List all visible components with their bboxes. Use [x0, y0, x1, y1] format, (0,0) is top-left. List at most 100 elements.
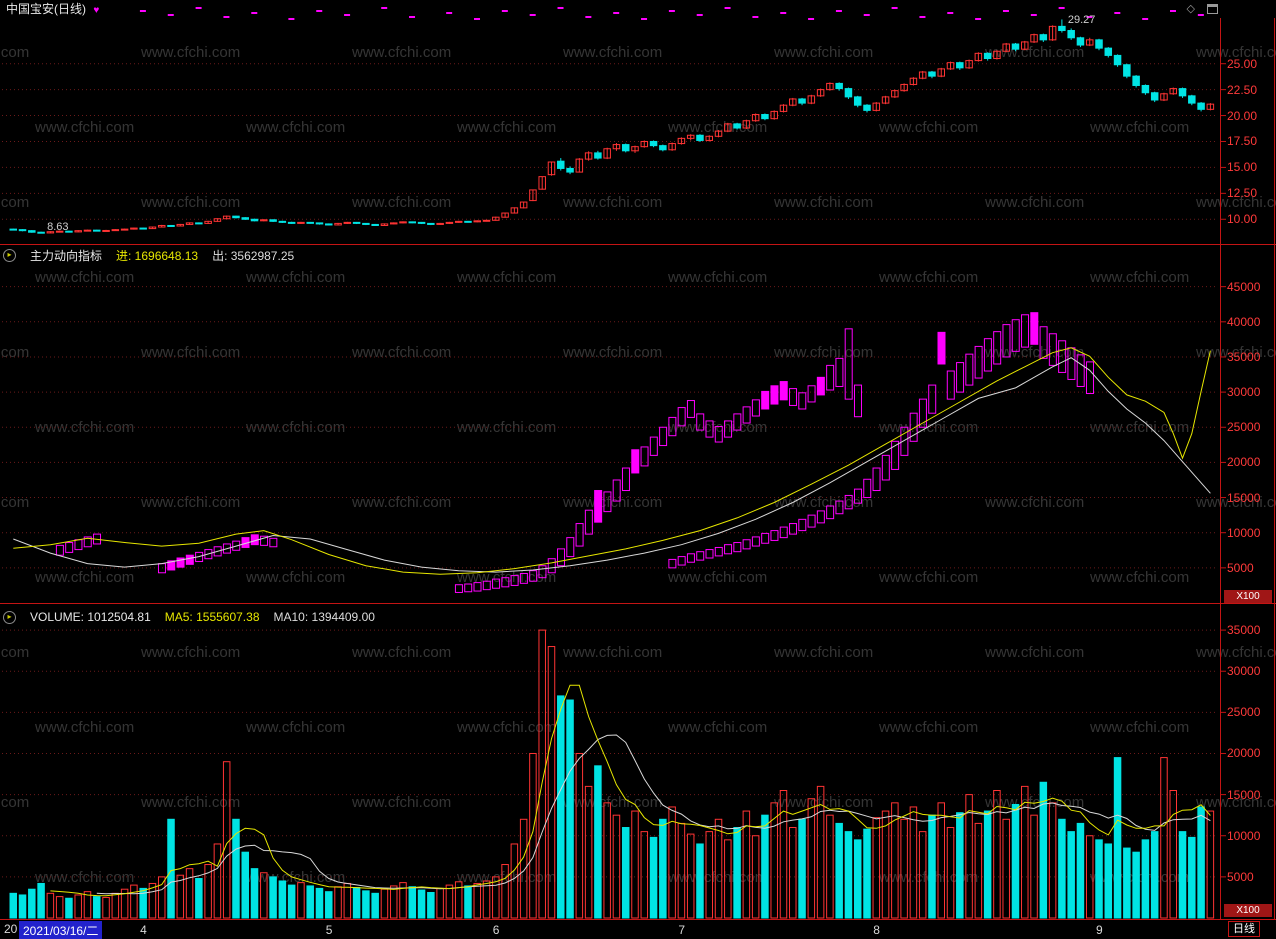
watermark-text: www.cfchi.com: [246, 719, 346, 736]
watermark-text: www.cfchi.com: [774, 644, 874, 661]
watermark-text: www.cfchi.com: [985, 644, 1085, 661]
watermark-text: www.cfchi.com: [141, 644, 241, 661]
watermark-text: www.cfchi.com: [1090, 119, 1190, 136]
month-label: 8: [873, 923, 880, 937]
watermark-text: www.cfchi.com: [1196, 794, 1276, 811]
axis-tick-label: 5000: [1227, 560, 1254, 575]
watermark-text: www.cfchi.com: [879, 269, 979, 286]
watermark-text: www.cfchi.com: [1090, 719, 1190, 736]
watermark-text: www.cfchi.com: [879, 419, 979, 436]
axis-tick-label: 20000: [1227, 746, 1261, 761]
watermark-text: www.cfchi.com: [1196, 194, 1276, 211]
axis-tick-label: 20000: [1227, 455, 1261, 470]
month-label: 6: [492, 923, 500, 937]
watermark-text: www.cfchi.com: [774, 494, 874, 511]
stock-title[interactable]: 中国宝安(日线): [6, 2, 86, 16]
watermark-text: www.cfchi.com: [141, 494, 241, 511]
watermark-text: www.cfchi.com: [352, 794, 452, 811]
watermark-text: www.cfchi.com: [246, 569, 346, 586]
watermark-text: www.cfchi.com: [35, 569, 135, 586]
watermark-text: www.cfchi.com: [0, 344, 30, 361]
watermark-text: www.cfchi.com: [563, 344, 663, 361]
axis-tick-label: 15000: [1227, 787, 1261, 802]
watermark-text: www.cfchi.com: [563, 644, 663, 661]
diamond-icon[interactable]: ◇: [1186, 3, 1195, 15]
month-label: 9: [1096, 923, 1103, 937]
axis-tick-label: 30000: [1227, 664, 1261, 679]
watermark-text: www.cfchi.com: [774, 44, 874, 61]
axis-tick-label: 30000: [1227, 385, 1261, 400]
watermark-text: www.cfchi.com: [35, 419, 135, 436]
axis-tick-label: 40000: [1227, 314, 1261, 329]
indicator-title[interactable]: 主力动向指标: [30, 248, 103, 263]
watermark-text: www.cfchi.com: [563, 194, 663, 211]
watermark-text: www.cfchi.com: [1090, 419, 1190, 436]
axis-tick-label: 25.00: [1227, 56, 1258, 71]
watermark-text: www.cfchi.com: [0, 644, 30, 661]
window-icon[interactable]: [1207, 4, 1218, 14]
scale-badge-panel3: X100: [1224, 904, 1272, 917]
watermark-text: www.cfchi.com: [668, 419, 768, 436]
watermark-text: www.cfchi.com: [1090, 269, 1190, 286]
watermark-text: www.cfchi.com: [0, 494, 30, 511]
watermark-text: www.cfchi.com: [246, 419, 346, 436]
price-axis: 25.00 22.50 20.00 17.50 15.00 12.50 10.00 45000…: [1227, 0, 1275, 939]
watermark-text: www.cfchi.com: [668, 869, 768, 886]
axis-tick-label: 45000: [1227, 279, 1261, 294]
scale-badge-panel2: X100: [1224, 590, 1272, 603]
month-label: 5: [325, 923, 333, 937]
watermark-text: www.cfchi.com: [457, 719, 557, 736]
watermark-text: www.cfchi.com: [668, 719, 768, 736]
high-price-annotation: 29.27: [1067, 14, 1096, 27]
watermark-text: www.cfchi.com: [879, 569, 979, 586]
watermark-text: www.cfchi.com: [35, 269, 135, 286]
watermark-text: www.cfchi.com: [668, 269, 768, 286]
volume-label: VOLUME: 1012504.81: [30, 610, 151, 624]
watermark-text: www.cfchi.com: [457, 269, 557, 286]
axis-tick-label: 25000: [1227, 705, 1261, 720]
watermark-text: www.cfchi.com: [35, 719, 135, 736]
indicator-toggle-icon[interactable]: ▸: [3, 610, 16, 624]
watermark-text: www.cfchi.com: [457, 119, 557, 136]
watermark-text: www.cfchi.com: [0, 794, 30, 811]
watermark-text: www.cfchi.com: [774, 194, 874, 211]
ma10-label: MA10: 1394409.00: [273, 610, 375, 624]
watermark-text: www.cfchi.com: [352, 494, 452, 511]
month-label: 4: [140, 923, 147, 937]
axis-tick-label: 10000: [1227, 828, 1261, 843]
period-selector[interactable]: 日线: [1228, 921, 1260, 937]
watermark-text: www.cfchi.com: [668, 119, 768, 136]
axis-tick-label: 15000: [1227, 490, 1261, 505]
ma5-label: MA5: 1555607.38: [164, 610, 260, 624]
watermark-text: www.cfchi.com: [1196, 644, 1276, 661]
axis-tick-label: 35000: [1227, 623, 1261, 638]
inflow-value: 进: 1696648.13: [116, 248, 199, 263]
axis-tick-label: 25000: [1227, 420, 1261, 435]
watermark-text: www.cfchi.com: [985, 794, 1085, 811]
watermark-text: www.cfchi.com: [985, 494, 1085, 511]
title-bar: 中国宝安(日线) ♥ ◇: [0, 0, 1276, 18]
watermark-text: www.cfchi.com: [1196, 344, 1276, 361]
indicator-toggle-icon[interactable]: ▸: [3, 248, 16, 262]
watermark-text: www.cfchi.com: [1196, 44, 1276, 61]
low-price-annotation: 8.63: [47, 221, 69, 234]
watermark-text: www.cfchi.com: [35, 869, 135, 886]
month-label: 7: [678, 923, 686, 937]
axis-tick-label: 35000: [1227, 349, 1261, 364]
axis-tick-label: 5000: [1227, 869, 1254, 884]
current-date-badge[interactable]: 2021/03/16/二: [19, 921, 103, 939]
status-prefix: 20: [4, 922, 18, 936]
watermark-text: www.cfchi.com: [246, 269, 346, 286]
watermark-text: www.cfchi.com: [141, 44, 241, 61]
watermark-text: www.cfchi.com: [563, 794, 663, 811]
watermark-text: www.cfchi.com: [141, 344, 241, 361]
axis-tick-label: 15.00: [1227, 160, 1258, 175]
watermark-text: www.cfchi.com: [879, 719, 979, 736]
outflow-value: 出: 3562987.25: [212, 248, 295, 263]
watermark-text: www.cfchi.com: [1090, 569, 1190, 586]
axis-tick-label: 17.50: [1227, 134, 1258, 149]
status-bar: 20 2021/03/16/二 4 5 6 7 8 9 日线: [0, 920, 1276, 939]
favorite-icon[interactable]: ♥: [93, 5, 100, 16]
